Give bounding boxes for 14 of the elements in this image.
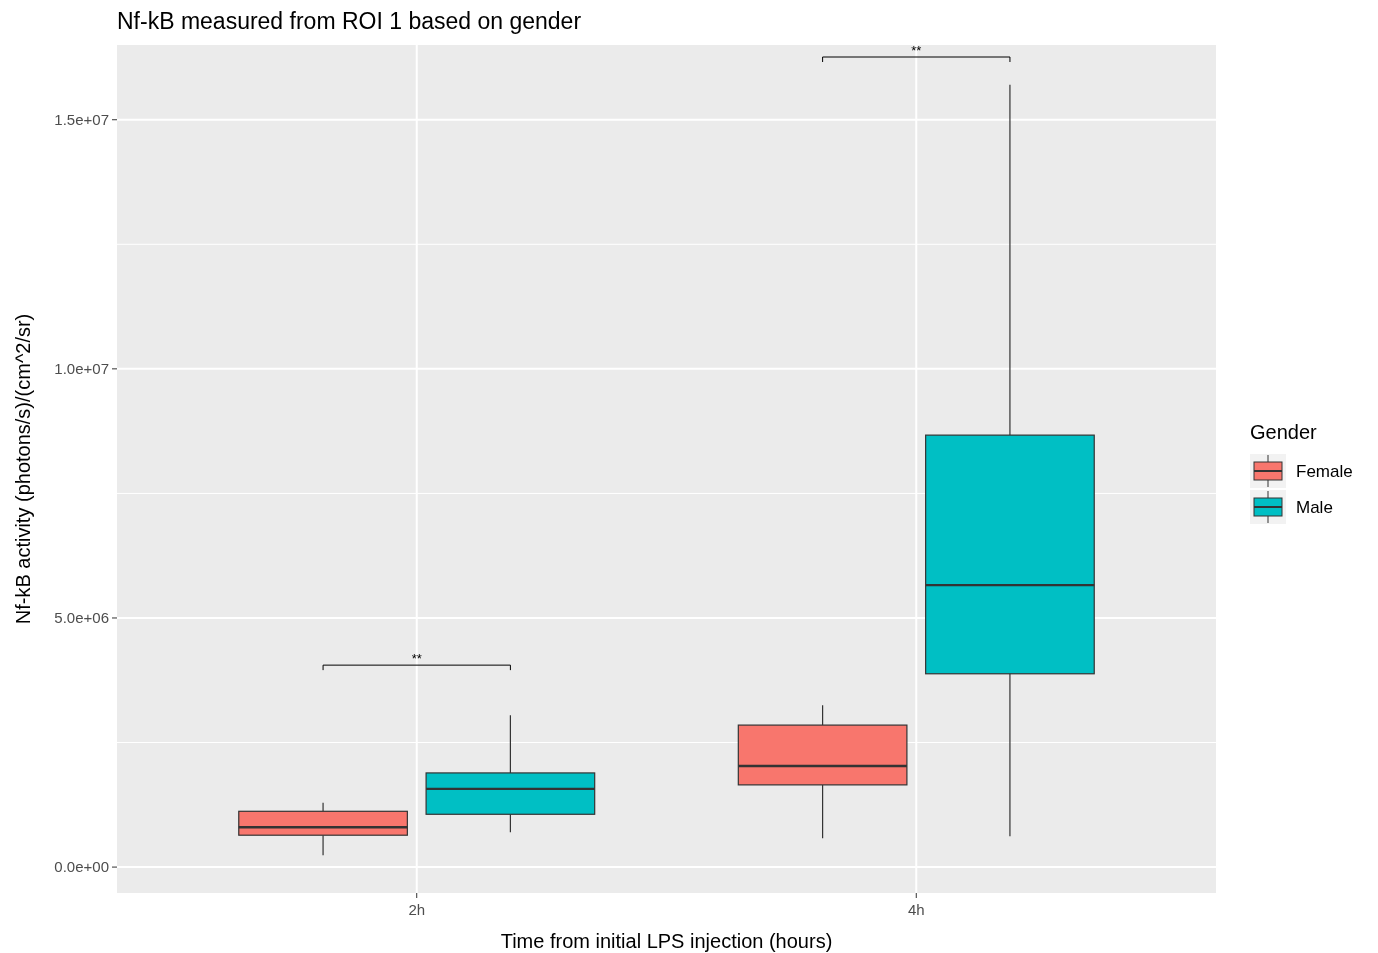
annotation: ** — [911, 43, 922, 58]
legend-label: Male — [1296, 497, 1333, 517]
chart-title: Nf-kB measured from ROI 1 based on gender — [117, 8, 582, 34]
y-axis-title: Nf-kB activity (photons/s)/(cm^2/sr) — [12, 313, 34, 625]
x-tick-label: 2h — [408, 901, 426, 918]
y-tick-label: 1.0e+07 — [54, 360, 109, 378]
y-tick-label: 5.0e+06 — [54, 609, 109, 627]
x-axis-title: Time from initial LPS injection (hours) — [500, 930, 833, 952]
x-tick-label: 4h — [907, 901, 925, 918]
legend-label: Female — [1296, 461, 1353, 481]
y-tick-label: 0.0e+00 — [54, 858, 109, 876]
y-tick-label: 1.5e+07 — [54, 110, 109, 128]
legend-title: Gender — [1250, 421, 1318, 443]
annotation: ** — [411, 651, 422, 667]
